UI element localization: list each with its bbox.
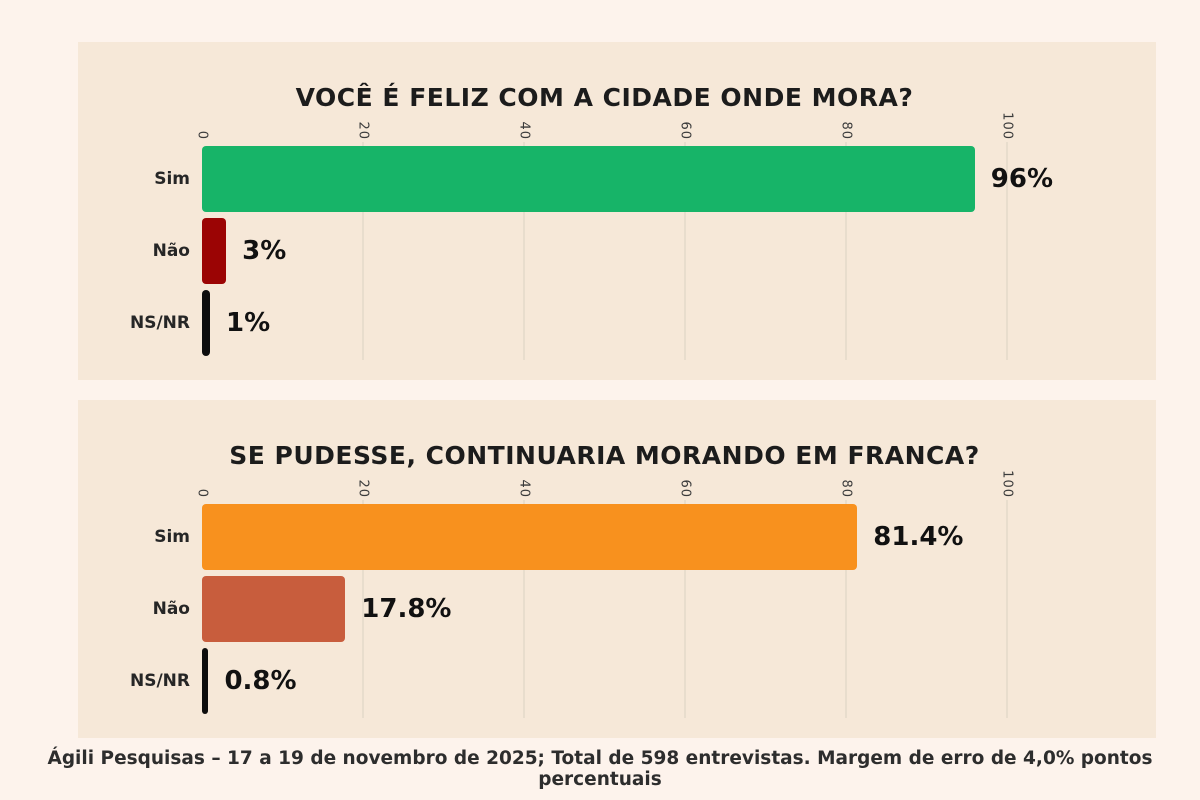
bar-ns-nr — [202, 290, 211, 356]
category-label: Não — [152, 599, 190, 619]
category-label: Não — [152, 241, 190, 261]
gridline — [1006, 142, 1008, 360]
x-axis-tick-label: 100 — [999, 112, 1015, 140]
value-label: 3% — [242, 236, 287, 266]
x-axis-tick-label: 40 — [516, 121, 532, 140]
value-label: 81.4% — [873, 522, 964, 552]
x-axis-tick-label: 0 — [194, 130, 210, 140]
gridline — [684, 142, 686, 360]
bar-ns-nr — [202, 648, 209, 714]
gridline — [362, 142, 364, 360]
bar-row-ns-nr: NS/NR 1% — [78, 290, 1156, 356]
bar-n-o — [202, 218, 227, 284]
x-axis-tick-label: 20 — [355, 121, 371, 140]
bar-plot: 0 20 40 60 80 100 Sim 96% Não 3% NS/NR 1% — [78, 42, 1156, 380]
gridline — [523, 142, 525, 360]
x-axis-tick-label: 60 — [677, 479, 693, 498]
value-label: 17.8% — [361, 594, 452, 624]
bar-sim — [202, 146, 975, 212]
bar-row-n-o: Não 3% — [78, 218, 1156, 284]
gridline — [845, 142, 847, 360]
x-axis-tick-label: 0 — [194, 488, 210, 498]
chart-title: SE PUDESSE, CONTINUARIA MORANDO EM FRANC… — [229, 440, 980, 470]
source-note: Ágili Pesquisas – 17 a 19 de novembro de… — [47, 748, 1153, 790]
bar-row-sim: Sim 96% — [78, 146, 1156, 212]
value-label: 0.8% — [224, 666, 297, 696]
gridline — [523, 500, 525, 718]
x-axis-tick-label: 20 — [355, 479, 371, 498]
value-label: 1% — [226, 308, 271, 338]
gridline — [684, 500, 686, 718]
category-label: Sim — [154, 169, 190, 189]
category-label: NS/NR — [130, 671, 190, 691]
category-label: NS/NR — [130, 313, 190, 333]
x-axis-tick-label: 80 — [838, 121, 854, 140]
x-axis-tick-label: 60 — [677, 121, 693, 140]
bar-plot: 0 20 40 60 80 100 Sim 81.4% Não 17.8% NS/NR 0.8% — [78, 400, 1156, 738]
bar-row-ns-nr: NS/NR 0.8% — [78, 648, 1156, 714]
gridline — [845, 500, 847, 718]
bar-n-o — [202, 576, 346, 642]
chart-card-continuaria-morando: SE PUDESSE, CONTINUARIA MORANDO EM FRANC… — [78, 400, 1156, 738]
chart-card-felicidade: VOCÊ É FELIZ COM A CIDADE ONDE MORA? 0 20… — [78, 42, 1156, 380]
gridline — [362, 500, 364, 718]
bar-row-n-o: Não 17.8% — [78, 576, 1156, 642]
value-label: 96% — [990, 164, 1054, 194]
x-axis-tick-label: 40 — [516, 479, 532, 498]
x-axis-tick-label: 80 — [838, 479, 854, 498]
x-axis-tick-label: 100 — [999, 470, 1015, 498]
chart-title: VOCÊ É FELIZ COM A CIDADE ONDE MORA? — [295, 82, 914, 112]
category-label: Sim — [154, 527, 190, 547]
gridline — [1006, 500, 1008, 718]
bar-row-sim: Sim 81.4% — [78, 504, 1156, 570]
bar-sim — [202, 504, 858, 570]
